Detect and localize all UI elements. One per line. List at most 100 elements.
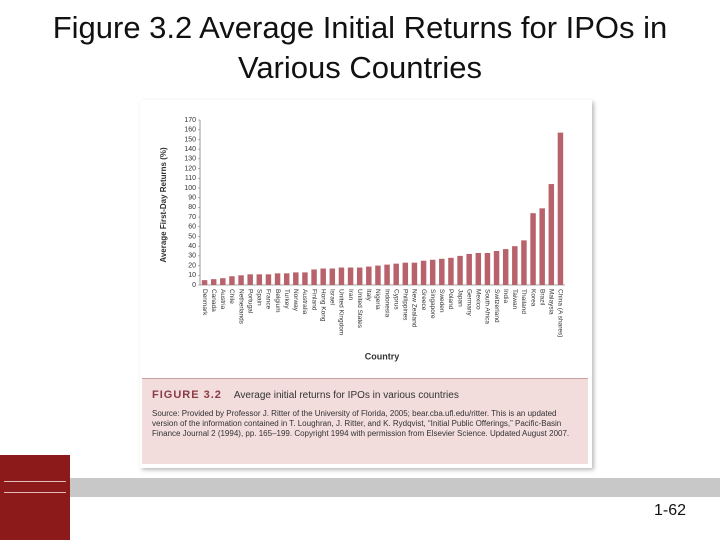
logo-band [4,481,66,493]
x-tick-label: Nigeria [374,289,381,310]
bar [265,274,272,285]
bar [247,274,253,285]
bar [393,263,399,285]
bar [457,255,463,285]
bar [521,240,527,285]
slide-number: 1-62 [653,502,686,519]
y-tick-label: 110 [185,175,196,182]
x-tick-label: Cyprus [392,289,399,310]
caption-source: Source: Provided by Professor J. Ritter … [152,409,570,438]
bar [530,213,536,285]
x-tick-label: Brazil [538,289,545,306]
x-tick-label: Turkey [283,289,290,309]
x-tick-label: India [502,289,509,303]
x-tick-label: Germany [465,289,472,316]
y-tick-label: 10 [188,272,196,279]
bar [402,262,409,285]
bar [302,272,308,285]
x-tick-label: Austria [219,289,226,310]
y-tick-label: 130 [184,156,196,163]
bar [329,268,336,285]
x-tick-label: New Zealand [411,289,418,328]
x-tick-label: Hong Kong [319,289,326,322]
x-axis-label: Country [365,351,400,361]
x-tick-label: Portugal [246,289,253,314]
bar [366,266,372,285]
bar [493,251,500,285]
bar [502,249,509,285]
x-tick-label: Switzerland [493,289,500,323]
x-tick-label: United States [356,289,363,329]
x-tick-label: Netherlands [237,289,244,325]
slide-title: Figure 3.2 Average Initial Returns for I… [52,10,668,85]
bar [411,262,418,285]
x-tick-label: Taiwan [511,289,518,310]
x-tick-label: United Kingdom [338,289,345,335]
bar [448,257,454,285]
y-tick-label: 60 [188,224,196,231]
x-tick-label: Italy [365,289,372,302]
bar [557,132,564,285]
bar [320,268,326,285]
footer-bar [70,478,720,497]
bar [210,279,217,285]
y-tick-label: 80 [188,204,196,211]
bar [283,273,290,285]
bar [238,275,244,285]
x-tick-label: Thailand [520,289,527,314]
bar [229,276,235,285]
x-tick-label: China (A shares) [557,289,564,337]
bar [466,253,472,285]
y-tick-label: 140 [184,146,196,153]
chart: Average First-Day Returns (%) Country 0 1… [159,117,565,361]
bar [347,267,354,285]
y-tick-label: 150 [184,136,196,143]
bar [338,267,345,285]
y-tick-label: 40 [188,243,196,250]
caption-label: FIGURE 3.2 [152,389,222,401]
bar [311,269,317,285]
y-tick-label: 120 [184,165,196,172]
x-tick-label: Belgium [274,289,281,312]
x-tick-label: Spain [256,289,263,306]
y-tick-label: 100 [184,185,196,192]
x-tick-label: Poland [447,289,454,310]
bar [220,278,226,285]
bar [439,258,445,285]
y-tick-label: 170 [184,117,196,124]
bar [274,273,281,285]
bar [539,208,545,285]
x-tick-label: Norway [292,289,299,312]
x-tick-label: Chile [228,289,235,304]
x-tick-label: Japan [456,289,463,307]
bar [256,274,263,285]
bar [384,264,390,285]
x-tick-label: Australia [301,289,308,315]
x-tick-label: Indonesia [383,289,390,318]
x-tick-label: Israel [329,289,336,305]
bar [293,272,299,285]
x-tick-label: Sweden [438,289,445,313]
bar [375,265,381,285]
x-tick-label: Malaysia [548,289,555,315]
x-tick-label: Mexico [475,289,482,310]
y-tick-label: 30 [188,253,196,260]
bar [512,246,518,285]
x-tick-label: Korea [529,289,536,307]
bar [429,259,436,285]
bar [484,252,491,285]
y-tick-label: 90 [188,194,196,201]
caption-title: Average initial returns for IPOs in vari… [233,390,459,401]
y-tick-label: 160 [184,127,196,134]
bar [548,184,555,285]
x-tick-label: Greece [420,289,427,311]
x-tick-label: South Africa [484,289,491,324]
x-tick-label: Canada [210,289,217,312]
bar [201,280,208,285]
bar [356,267,363,285]
x-tick-label: Denmark [201,289,208,316]
bar [420,260,427,285]
x-tick-label: Iran [347,289,354,301]
bar [475,252,482,285]
x-tick-label: France [265,289,272,310]
